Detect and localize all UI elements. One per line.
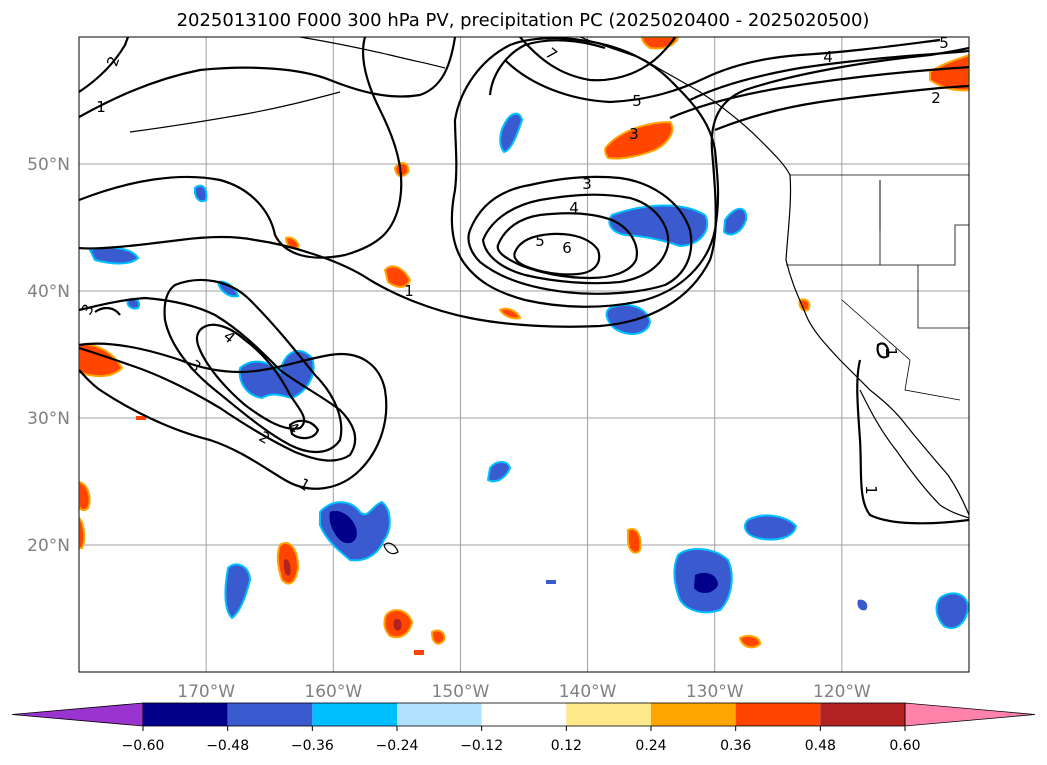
colorbar-swatch <box>566 703 651 726</box>
colorbar-swatch <box>312 703 397 726</box>
lon-tick-label: 120°W <box>813 682 871 702</box>
contour-label: 3 <box>629 125 639 143</box>
colorbar-swatch <box>227 703 313 726</box>
colorbar-swatch <box>397 703 482 726</box>
pv-contour-1-east-small <box>876 342 890 359</box>
pv-contour-3-hawaii <box>94 306 121 316</box>
contour-label: 1 <box>882 347 900 357</box>
negative-anomaly-hawaii <box>224 349 969 629</box>
lon-tick-label: 150°W <box>432 682 490 702</box>
colorbar-tick-label: −0.36 <box>291 738 334 754</box>
lat-tick-labels: 50°N 40°N 30°N 20°N <box>27 155 70 556</box>
colorbar-swatch <box>735 703 821 726</box>
colorbar-swatch <box>143 703 228 726</box>
lat-tick-label: 40°N <box>27 282 70 302</box>
pv-contour-4-hawaii-loop <box>195 323 306 430</box>
state-borders <box>786 174 969 401</box>
pv-contour-1-hawaii <box>79 342 388 490</box>
colorbar-tick-label: 0.12 <box>551 738 582 754</box>
pv-contour-4-core <box>481 193 670 285</box>
pv-contour-3-hawaii-loop <box>163 278 343 453</box>
map-frame <box>78 36 970 673</box>
lon-tick-labels: 170°W 160°W 150°W 140°W 130°W 120°W <box>177 682 871 702</box>
pv-contour-2-hawaii <box>79 296 357 462</box>
colorbar-tick-label: −0.24 <box>376 738 419 754</box>
contour-label: 6 <box>562 239 572 257</box>
pv-contours <box>79 37 969 525</box>
colorbar-ticks: −0.60 −0.48 −0.36 −0.24 −0.12 0.12 0.24 0.36 0.4… <box>122 726 921 754</box>
pv-contour-5-north <box>504 38 941 104</box>
lon-tick-label: 160°W <box>304 682 362 702</box>
pv-contour-3-north <box>669 65 969 120</box>
pv-contour-3-core <box>467 175 693 295</box>
map-panel: 1 2 1 3 4 5 6 7 5 3 4 2 5 3 4 3 4 2 1 1 <box>78 34 970 673</box>
lon-tick-label: 170°W <box>177 682 235 702</box>
pv-contour-3-central <box>450 37 720 308</box>
contour-label: 5 <box>632 92 642 110</box>
colorbar-tick-label: 0.48 <box>805 738 836 754</box>
colorbar-swatches <box>11 702 1036 727</box>
pv-contour-2-north <box>714 84 969 132</box>
pv-contour-6-core <box>513 232 601 276</box>
contour-label: 1 <box>96 98 106 116</box>
pv-contour-7-north <box>519 37 676 82</box>
colorbar-tick-label: −0.60 <box>122 738 165 754</box>
pv-contour-4-north <box>689 49 969 101</box>
contour-label: 1 <box>404 282 414 300</box>
pv-contour-1-mid <box>79 46 969 328</box>
lat-tick-label: 30°N <box>27 409 70 429</box>
contour-label: 3 <box>582 175 592 193</box>
colorbar-tick-label: −0.12 <box>460 738 503 754</box>
contour-label: 1 <box>862 485 880 495</box>
contour-label: 5 <box>939 34 949 52</box>
colorbar-extend-min <box>11 702 144 727</box>
pv-contour-5-core <box>496 212 638 280</box>
colorbar-tick-label: −0.48 <box>206 738 249 754</box>
lat-tick-label: 50°N <box>27 155 70 175</box>
colorbar-extend-max <box>904 702 1036 727</box>
colorbar-swatch <box>481 703 567 726</box>
colorbar-frame <box>142 702 906 727</box>
pv-contour-2-central <box>488 39 606 96</box>
colorbar-tick-label: 0.24 <box>635 738 666 754</box>
chart-title: 2025013100 F000 300 hPa PV, precipitatio… <box>177 10 870 31</box>
lon-tick-label: 130°W <box>686 682 744 702</box>
pv-contour-1-central <box>79 37 403 259</box>
contour-label: 2 <box>931 89 941 107</box>
pv-contour-1-west <box>79 37 457 118</box>
pv-contour-1-east <box>856 359 969 525</box>
contour-label: 4 <box>823 48 833 66</box>
pv-contour-2-nw <box>79 37 130 93</box>
colorbar-swatch <box>820 703 905 726</box>
contour-label: 5 <box>535 232 545 250</box>
map-background <box>79 37 969 672</box>
positive-anomaly <box>79 37 969 655</box>
coastlines <box>129 37 969 555</box>
colorbar-swatch <box>651 703 736 726</box>
colorbar-tick-label: 0.60 <box>889 738 920 754</box>
contour-label: 4 <box>569 199 579 217</box>
pv-contour-4-hawaii-small <box>288 419 320 440</box>
colorbar-tick-label: 0.36 <box>720 738 751 754</box>
lon-tick-label: 140°W <box>559 682 617 702</box>
lat-tick-label: 20°N <box>27 536 70 556</box>
colorbar: −0.60 −0.48 −0.36 −0.24 −0.12 0.12 0.24 0.36 0.4… <box>11 702 1036 754</box>
